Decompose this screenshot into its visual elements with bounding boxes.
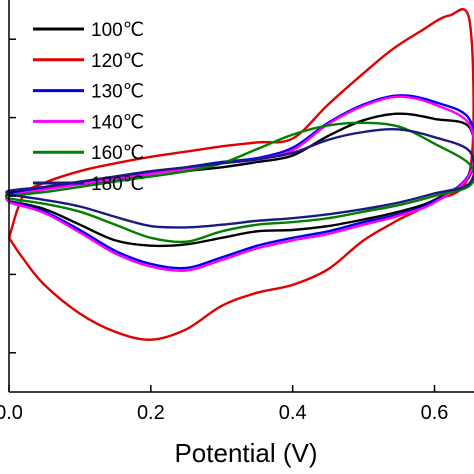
x-axis-label: Potential (V) (174, 438, 317, 468)
series-line-5 (5, 121, 474, 244)
legend-label-3: 130℃ (91, 82, 144, 103)
x-tick-label-4: 0.6 (421, 402, 449, 424)
x-tick-label-2: 0.2 (137, 402, 165, 424)
legend-label-5: 160℃ (91, 143, 144, 164)
series-line-2 (7, 8, 474, 341)
ticks-layer: 0.0 0.2 0.4 0.6 (0, 38, 449, 424)
legend-label-1: 100℃ (91, 20, 144, 41)
legend-label-4: 140℃ (91, 112, 144, 133)
x-tick-label-3: 0.4 (279, 402, 307, 424)
series-line-3 (5, 94, 474, 270)
series-line-1 (5, 112, 474, 248)
legend-label-2: 120℃ (91, 51, 144, 72)
series-line-6 (5, 127, 474, 229)
legend: 100℃ 120℃ 130℃ 140℃ 160℃ 180℃ (33, 20, 144, 195)
x-tick-label-1: 0.0 (0, 402, 23, 424)
legend-label-6: 180℃ (91, 174, 144, 195)
series-line-4 (5, 95, 474, 272)
series-layer (5, 8, 474, 341)
